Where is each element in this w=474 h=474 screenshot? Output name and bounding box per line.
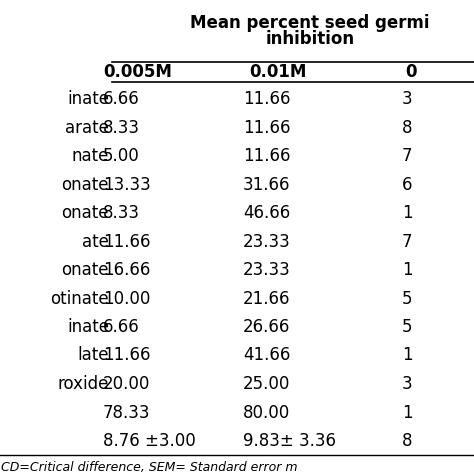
Text: 1: 1 [402,346,413,365]
Text: CD=Critical difference, SEM= Standard error m: CD=Critical difference, SEM= Standard er… [1,461,298,474]
Text: 78.33: 78.33 [103,403,151,421]
Text: 8.76 ±3.00: 8.76 ±3.00 [103,432,196,450]
Text: onate: onate [62,204,109,222]
Text: 46.66: 46.66 [243,204,290,222]
Text: 8: 8 [402,432,412,450]
Text: 6.66: 6.66 [103,90,140,108]
Text: 5.00: 5.00 [103,147,140,165]
Text: Mean percent seed germi: Mean percent seed germi [190,14,430,32]
Text: 13.33: 13.33 [103,175,151,193]
Text: 23.33: 23.33 [243,261,291,279]
Text: 26.66: 26.66 [243,318,291,336]
Text: 8: 8 [402,118,412,137]
Text: 6: 6 [402,175,412,193]
Text: 1: 1 [402,204,413,222]
Text: roxide: roxide [58,375,109,393]
Text: inate: inate [67,318,109,336]
Text: otinate: otinate [50,290,109,308]
Text: 23.33: 23.33 [243,233,291,250]
Text: inate: inate [67,90,109,108]
Text: 9.83± 3.36: 9.83± 3.36 [243,432,336,450]
Text: 11.66: 11.66 [243,147,291,165]
Text: ate: ate [82,233,109,250]
Text: 0: 0 [405,63,417,81]
Text: inhibition: inhibition [265,30,355,48]
Text: 11.66: 11.66 [103,233,151,250]
Text: 7: 7 [402,147,412,165]
Text: 1: 1 [402,261,413,279]
Text: 5: 5 [402,318,412,336]
Text: 5: 5 [402,290,412,308]
Text: 11.66: 11.66 [243,90,291,108]
Text: 41.66: 41.66 [243,346,291,365]
Text: onate: onate [62,175,109,193]
Text: 11.66: 11.66 [243,118,291,137]
Text: 16.66: 16.66 [103,261,150,279]
Text: 20.00: 20.00 [103,375,150,393]
Text: 21.66: 21.66 [243,290,291,308]
Text: 31.66: 31.66 [243,175,291,193]
Text: 3: 3 [402,90,413,108]
Text: 25.00: 25.00 [243,375,291,393]
Text: 7: 7 [402,233,412,250]
Text: 11.66: 11.66 [103,346,151,365]
Text: 8.33: 8.33 [103,118,140,137]
Text: 8.33: 8.33 [103,204,140,222]
Text: 0.005M: 0.005M [103,63,173,81]
Text: 0.01M: 0.01M [249,63,307,81]
Text: 10.00: 10.00 [103,290,150,308]
Text: 80.00: 80.00 [243,403,290,421]
Text: arate: arate [65,118,109,137]
Text: onate: onate [62,261,109,279]
Text: 1: 1 [402,403,413,421]
Text: late: late [78,346,109,365]
Text: nate: nate [72,147,109,165]
Text: 3: 3 [402,375,413,393]
Text: 6.66: 6.66 [103,318,140,336]
